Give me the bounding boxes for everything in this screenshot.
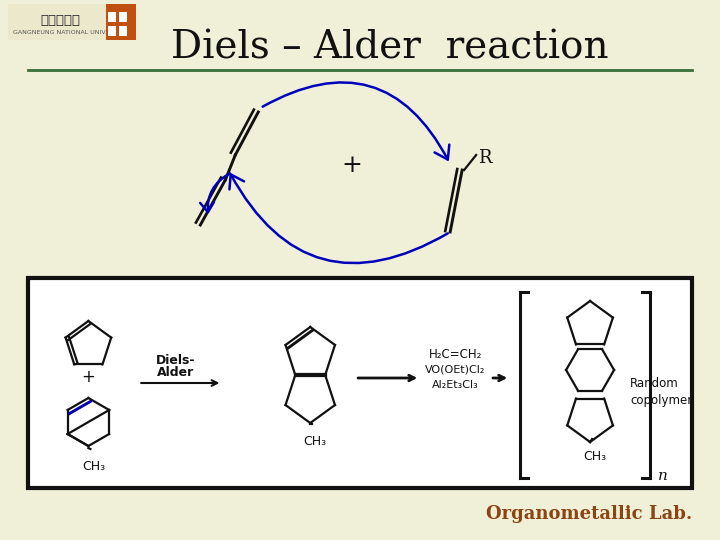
- Text: +: +: [342, 153, 363, 177]
- Text: Diels – Alder  reaction: Diels – Alder reaction: [171, 30, 609, 66]
- FancyBboxPatch shape: [9, 4, 136, 40]
- FancyBboxPatch shape: [107, 4, 136, 40]
- FancyBboxPatch shape: [28, 278, 692, 488]
- Text: CH₃: CH₃: [583, 450, 607, 463]
- Text: GANGNEUNG NATIONAL UNIV.: GANGNEUNG NATIONAL UNIV.: [14, 30, 107, 35]
- FancyArrowPatch shape: [230, 174, 448, 263]
- Text: H₂C=CH₂: H₂C=CH₂: [428, 348, 482, 361]
- Text: VO(OEt)Cl₂: VO(OEt)Cl₂: [425, 365, 485, 375]
- Text: Random
copolymer: Random copolymer: [630, 377, 693, 407]
- Text: n: n: [658, 469, 668, 483]
- Text: 강릉대학교: 강릉대학교: [40, 14, 81, 26]
- FancyArrowPatch shape: [200, 173, 230, 212]
- FancyBboxPatch shape: [109, 26, 117, 36]
- Text: R: R: [478, 149, 492, 167]
- FancyBboxPatch shape: [120, 12, 127, 22]
- FancyBboxPatch shape: [120, 26, 127, 36]
- Text: Organometallic Lab.: Organometallic Lab.: [486, 505, 692, 523]
- Text: CH₃: CH₃: [304, 435, 327, 448]
- Text: Al₂Et₃Cl₃: Al₂Et₃Cl₃: [432, 380, 479, 390]
- Text: +: +: [81, 368, 95, 386]
- FancyBboxPatch shape: [109, 12, 117, 22]
- Text: Diels-: Diels-: [156, 354, 195, 367]
- Text: Alder: Alder: [157, 367, 194, 380]
- Text: CH₃: CH₃: [82, 460, 105, 473]
- FancyArrowPatch shape: [263, 83, 449, 159]
